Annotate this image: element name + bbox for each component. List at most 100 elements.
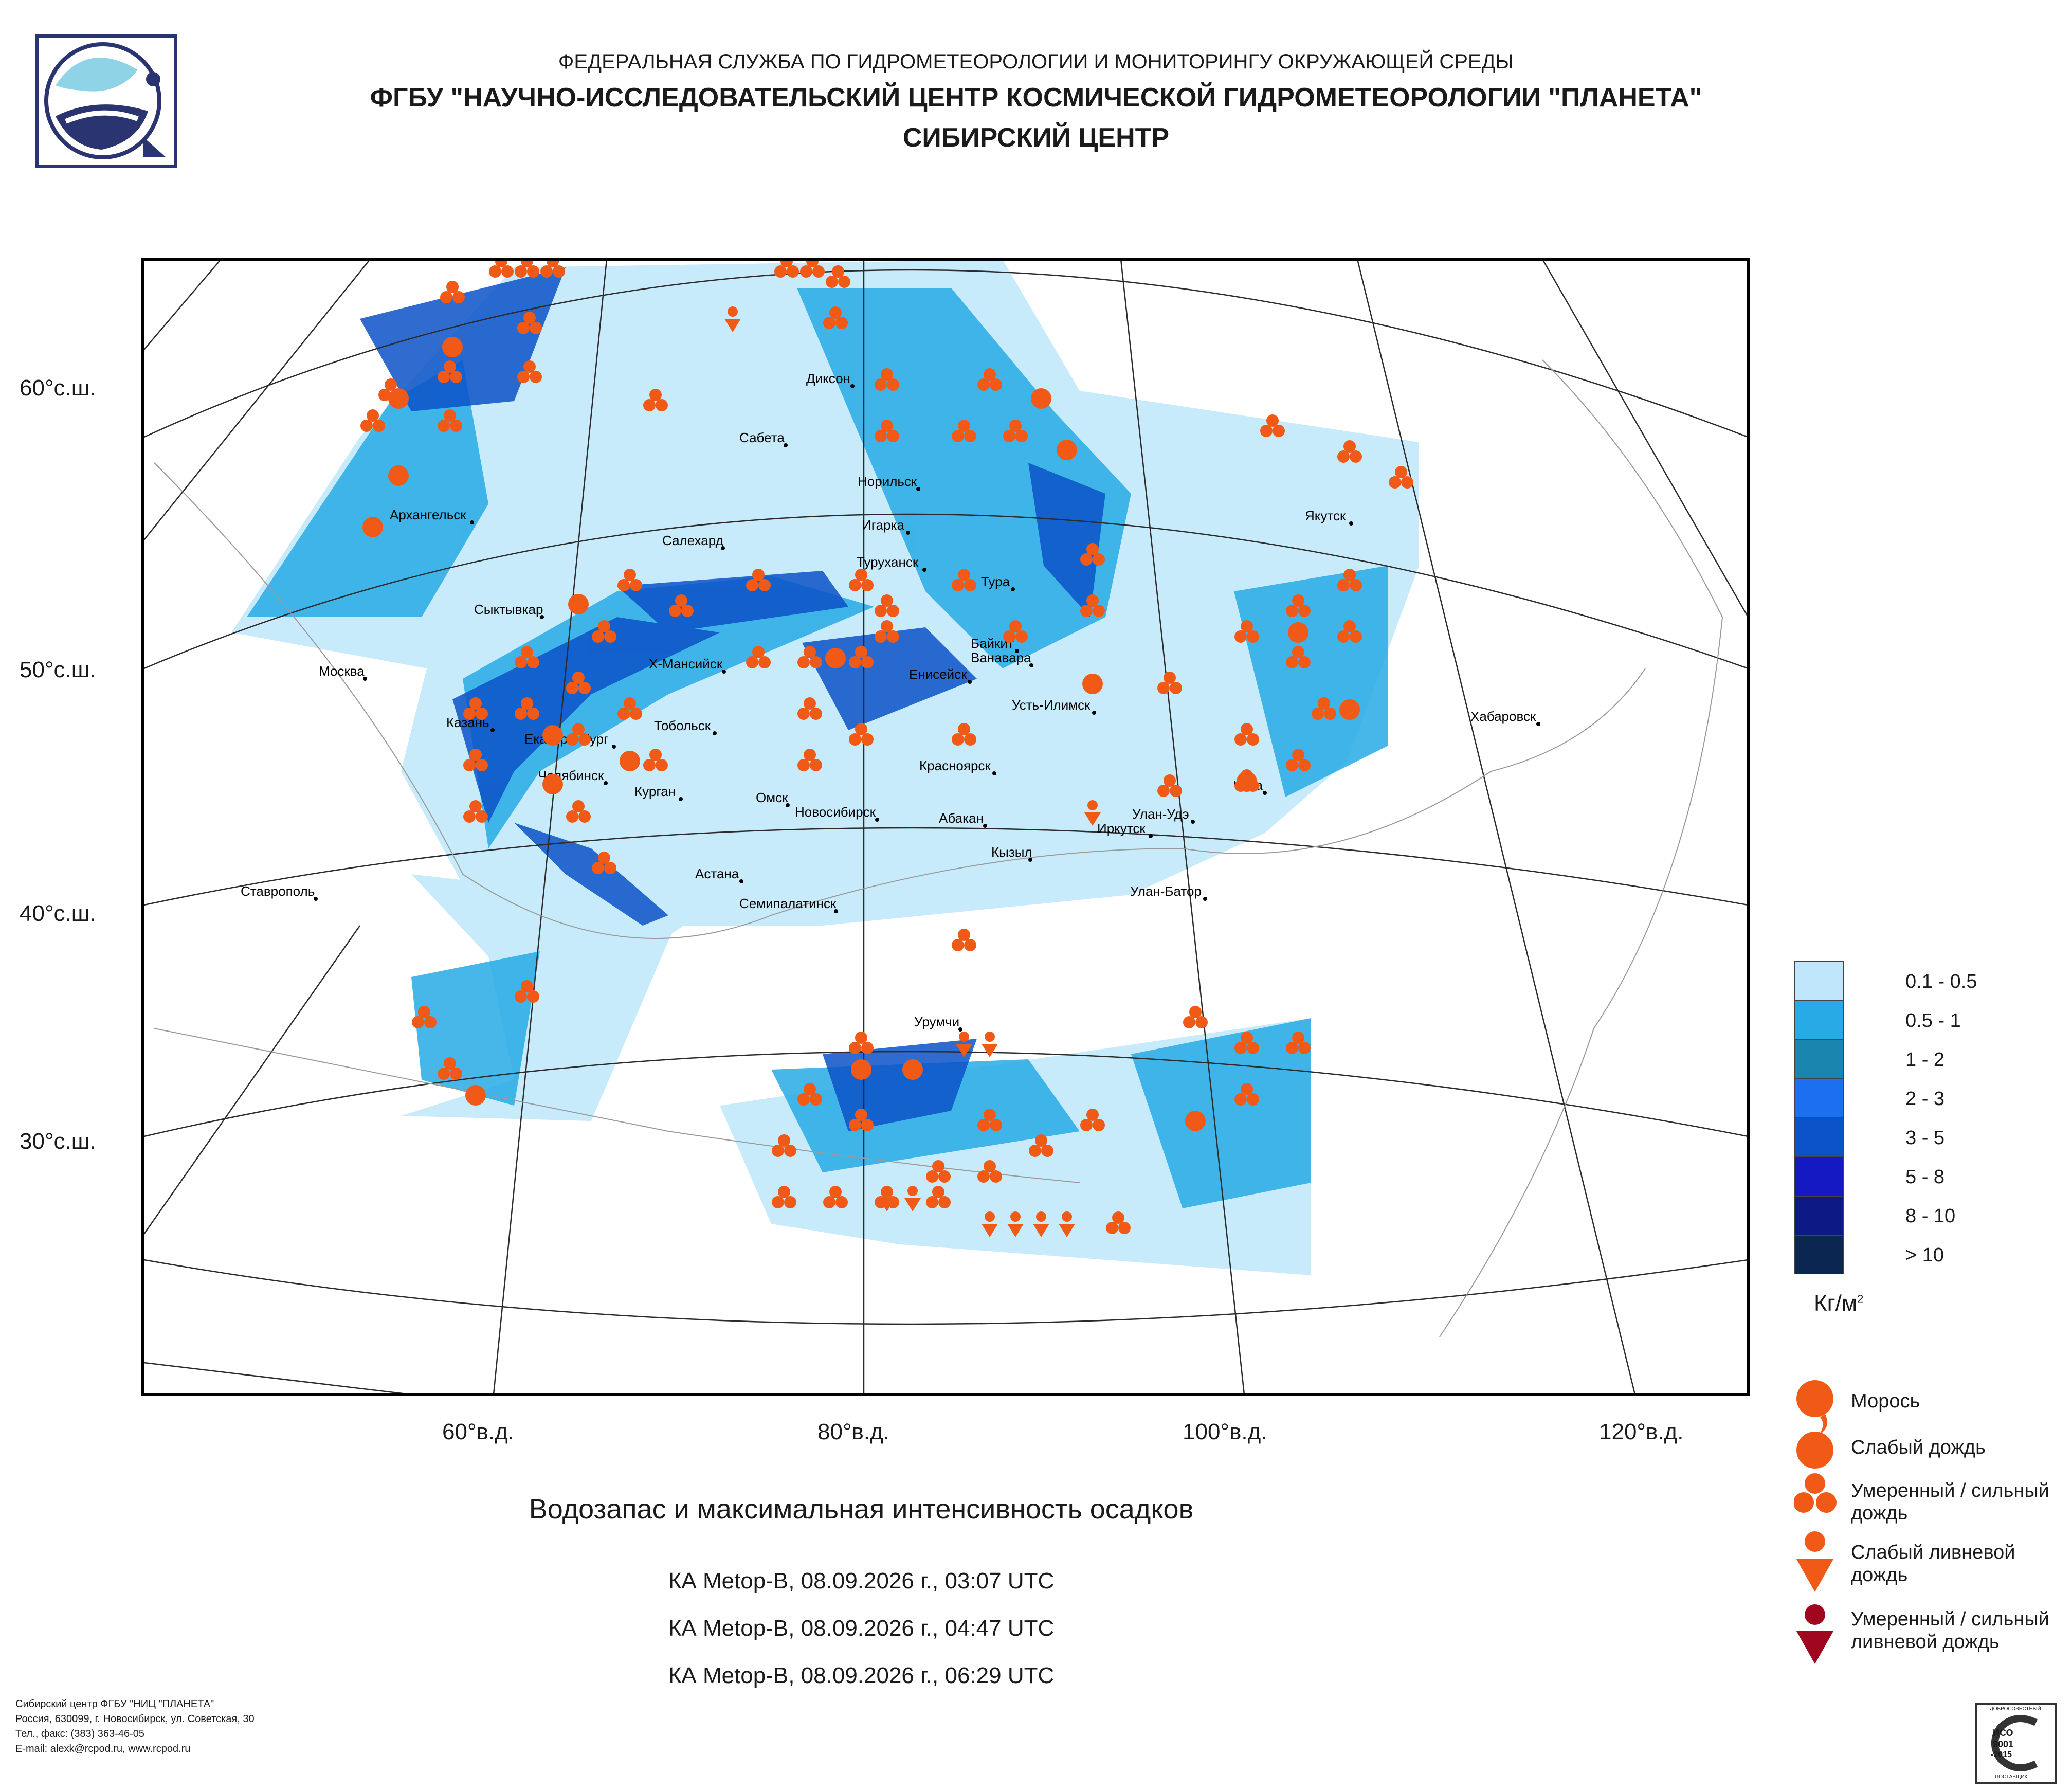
moderate-rain-icon: [1343, 440, 1356, 453]
city-label: Диксон: [806, 371, 850, 386]
moderate-rain-icon: [1170, 682, 1182, 694]
water-content-high: [360, 267, 1105, 1131]
light-rain-icon: [1237, 771, 1257, 792]
moderate-rain-icon: [566, 810, 578, 823]
legend-drizzle-label: Морось: [1851, 1390, 1920, 1412]
cities-layer: Диксон Сабета Норильск Архангельск Игарка Сал…: [241, 371, 1540, 1032]
moderate-rain-icon: [360, 420, 373, 432]
moderate-rain-icon: [373, 420, 385, 432]
moderate-rain-icon: [932, 1186, 944, 1198]
city-label: Тобольск: [654, 718, 711, 733]
moderate-rain-icon: [849, 1042, 861, 1054]
moderate-rain-icon: [977, 1170, 990, 1183]
moderate-rain-icon: [1035, 1134, 1047, 1147]
iso-badge-l2: 9001: [1993, 1739, 2014, 1749]
header-line-1: ФЕДЕРАЛЬНАЯ СЛУЖБА ПО ГИДРОМЕТЕОРОЛОГИИ …: [558, 50, 1514, 73]
city-label: Салехард: [662, 533, 723, 548]
moderate-rain-icon: [804, 1083, 816, 1095]
moderate-rain-icon: [1009, 620, 1022, 632]
light-rain-icon: [1185, 1111, 1206, 1131]
city-label: Ставрополь: [241, 883, 315, 899]
city-label: Омск: [756, 790, 788, 805]
moderate-rain-icon: [1324, 708, 1336, 720]
light-shower-icon: [1059, 1224, 1075, 1237]
moderate-rain-icon: [592, 862, 604, 874]
city-dot: [786, 803, 790, 807]
moderate-rain-icon: [566, 682, 578, 694]
moderate-rain-icon: [1157, 785, 1170, 797]
moderate-rain-icon: [810, 708, 822, 720]
moderate-rain-icon: [758, 579, 771, 591]
moderate-rain-icon: [452, 291, 465, 303]
moderate-rain-icon: [778, 1186, 790, 1198]
moderate-rain-icon: [1266, 414, 1279, 427]
moderate-rain-icon: [367, 409, 379, 422]
city-label: Якутск: [1305, 508, 1346, 523]
moderate-rain-icon: [444, 360, 456, 373]
light-shower-icon: [985, 1032, 995, 1042]
moderate-rain-icon: [887, 430, 899, 442]
lat-label-30: 30°с.ш.: [20, 1129, 96, 1154]
moderate-rain-icon: [592, 630, 604, 643]
moderate-rain-icon: [566, 733, 578, 746]
light-shower-icon: [1007, 1224, 1024, 1237]
moderate-rain-icon: [617, 708, 630, 720]
moderate-rain-icon: [495, 259, 507, 267]
moderate-rain-icon: [810, 759, 822, 771]
light-shower-icon: [985, 1211, 995, 1222]
light-rain-icon: [1082, 674, 1103, 694]
moderate-rain-icon: [812, 265, 825, 278]
moderate-rain-icon: [1292, 1032, 1304, 1044]
moderate-rain-icon: [1003, 630, 1015, 643]
city-dot: [875, 818, 879, 822]
water-legend-label: 5 - 8: [1905, 1166, 1945, 1188]
city-label: Архангельск: [390, 507, 466, 522]
moderate-rain-icon: [887, 630, 899, 643]
moderate-rain-icon: [643, 399, 656, 411]
moderate-rain-icon: [489, 265, 501, 278]
moderate-rain-icon: [1389, 476, 1401, 489]
moderate-rain-icon: [598, 852, 610, 864]
moderate-rain-icon: [952, 430, 964, 442]
light-shower-icon: [904, 1198, 921, 1211]
moderate-rain-icon: [469, 749, 482, 761]
city-dot: [992, 771, 996, 775]
moderate-rain-icon: [990, 378, 1002, 391]
moderate-rain-icon: [527, 265, 539, 278]
moderate-rain-icon: [463, 759, 476, 771]
moderate-rain-icon: [517, 322, 530, 334]
moderate-rain-icon: [553, 265, 565, 278]
moderate-rain-icon: [578, 733, 591, 746]
moderate-rain-icon: [797, 656, 810, 668]
city-dot: [916, 487, 920, 491]
moderate-rain-icon: [1318, 697, 1330, 710]
map-title: Водозапас и максимальная интенсивность о…: [529, 1494, 1194, 1525]
moderate-rain-icon: [958, 569, 970, 581]
moderate-rain-icon: [964, 430, 976, 442]
moderate-rain-icon: [926, 1196, 938, 1208]
iso-badge-l3: -2015: [1991, 1750, 2012, 1759]
moderate-rain-icon: [1015, 430, 1028, 442]
moderate-rain-icon: [758, 656, 771, 668]
moderate-rain-icon: [849, 733, 861, 746]
moderate-rain-icon: [469, 697, 482, 710]
header-line-2: ФГБУ "НАУЧНО-ИССЛЕДОВАТЕЛЬСКИЙ ЦЕНТР КОС…: [370, 83, 1702, 113]
city-label: Сабета: [739, 430, 785, 445]
light-shower-icon: [1033, 1224, 1049, 1237]
city-dot: [968, 680, 972, 684]
moderate-rain-icon: [952, 939, 964, 951]
water-legend-label: 0.1 - 0.5: [1905, 971, 1977, 992]
city-dot: [1349, 521, 1353, 526]
moderate-rain-icon: [780, 259, 793, 267]
moderate-rain-icon: [515, 265, 527, 278]
light-shower-icon: [982, 1044, 998, 1057]
moderate-rain-icon: [643, 759, 656, 771]
moderate-rain-icon: [501, 265, 514, 278]
light-shower-icon: [1087, 800, 1098, 810]
precipitation-markers: [360, 259, 1413, 1237]
water-legend-swatch: [1794, 961, 1844, 1001]
city-dot: [713, 731, 717, 735]
moderate-rain-icon: [772, 1196, 784, 1208]
city-dot: [363, 677, 367, 681]
moderate-rain-icon: [829, 1186, 842, 1198]
